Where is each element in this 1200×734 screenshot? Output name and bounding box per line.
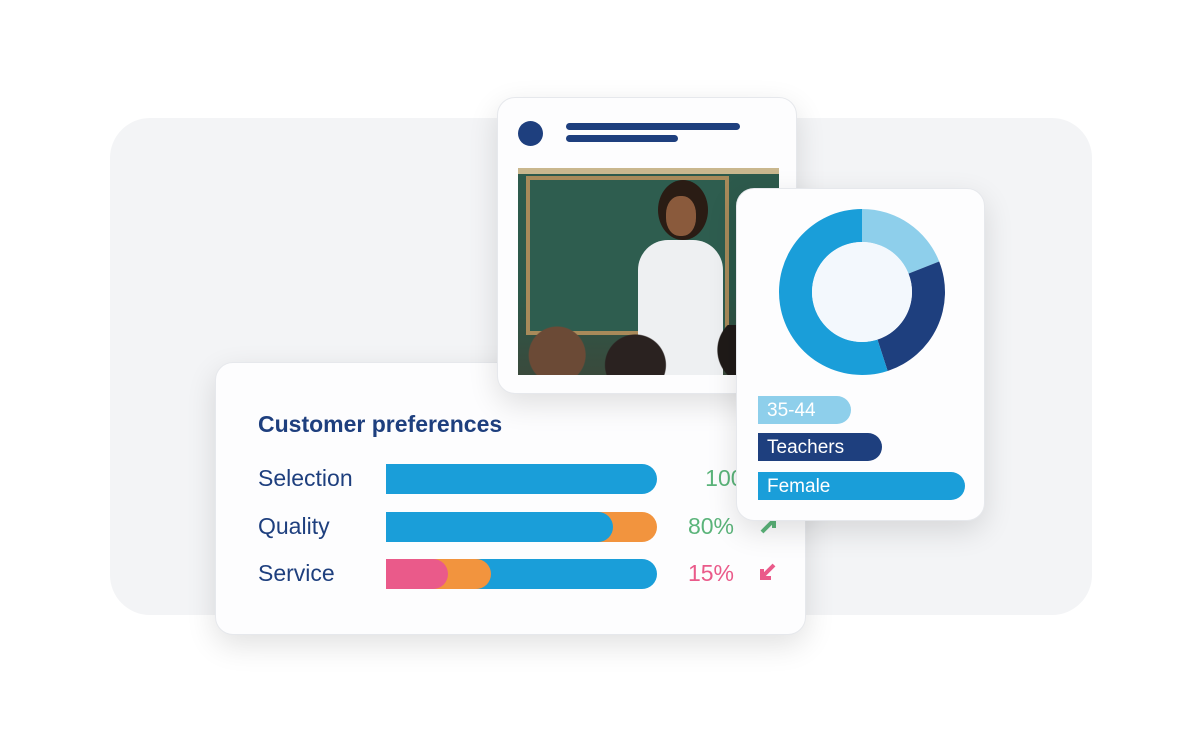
tag-age: 35-44 [758,396,851,424]
selection-bar [386,464,657,494]
avatar [518,121,543,146]
preference-row-quality: Quality 80% [258,512,778,542]
arrow-down-left-icon [760,563,776,580]
card-title: Customer preferences [258,411,503,437]
row-label: Service [258,560,335,586]
donut-segment-0 [862,209,940,274]
text-placeholder-line [566,123,740,130]
donut-segment-1 [877,261,945,371]
tag-occupation: Teachers [758,433,882,461]
bar-segment-pink [386,559,448,589]
audience-card: 35-44 Teachers Female [736,188,985,521]
quality-bar [386,512,657,542]
preference-row-service: Service 15% [258,559,778,589]
donut-chart [779,209,945,375]
audience-heads [518,325,779,375]
bar-segment-blue [386,512,613,542]
text-placeholder-line [566,135,678,142]
row-value: 80% [687,513,734,539]
donut-hole [812,242,912,342]
donut-segment-2 [779,209,888,375]
service-bar [386,559,657,589]
row-label: Selection [258,465,353,491]
customer-preferences-card: Customer preferences Selection 100% Qual… [215,362,806,635]
row-label: Quality [258,513,330,539]
row-value: 15% [687,560,734,586]
tag-gender: Female [758,472,965,500]
teacher-face [666,196,696,236]
preference-row-selection: Selection 100% [258,464,778,494]
teacher-photo [518,168,779,375]
